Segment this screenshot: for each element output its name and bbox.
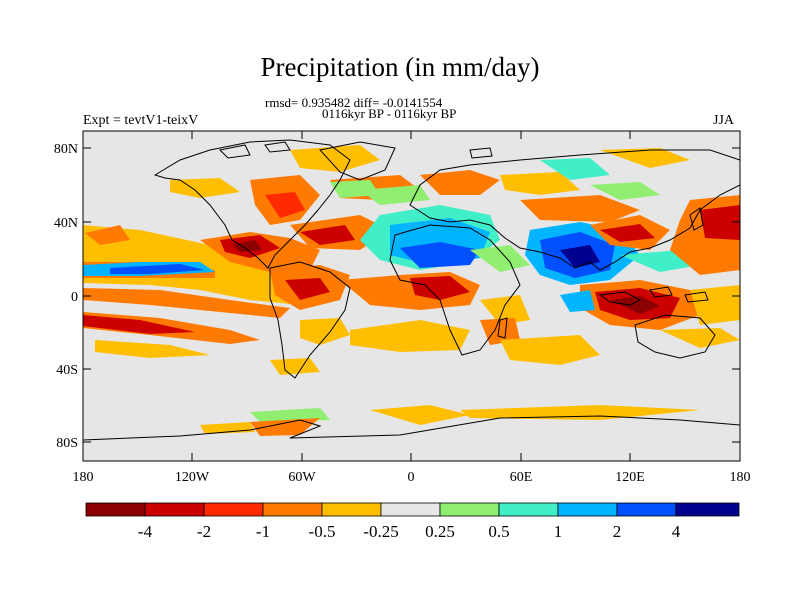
anomaly-region — [660, 328, 740, 348]
anomaly-region — [300, 225, 355, 245]
lon-tick-labels: 180 120W 60W 0 60E 120E 180 — [73, 470, 751, 485]
lat-label: 80N — [54, 142, 78, 157]
anomaly-region — [500, 335, 600, 365]
rmsd-diff-stats: rmsd= 0.935482 diff= -0.0141554 — [265, 95, 443, 110]
colorbar-box — [616, 502, 677, 517]
anomaly-region — [83, 315, 195, 334]
colorbar-label: 4 — [672, 522, 681, 541]
lon-label: 60E — [510, 470, 533, 485]
colorbar-label: -1 — [256, 522, 270, 541]
colorbar-box — [557, 502, 618, 517]
colorbar-box — [675, 502, 740, 517]
anomaly-region — [285, 278, 330, 300]
coastlines — [83, 139, 740, 441]
period-label: 0116kyr BP - 0116kyr BP — [322, 106, 457, 121]
lon-ticks — [191, 131, 631, 461]
coastline-arctic-islands — [218, 141, 493, 159]
lon-label: 180 — [730, 470, 751, 485]
anomaly-region — [410, 276, 470, 300]
anomaly-region — [480, 318, 520, 345]
colorbar-box — [203, 502, 264, 517]
colorbar — [85, 502, 740, 517]
colorbar-box — [85, 502, 146, 517]
colorbar-label: -2 — [197, 522, 211, 541]
anomaly-region — [290, 145, 380, 172]
coastline-australia — [634, 314, 716, 359]
anomaly-region — [232, 240, 262, 252]
lon-label: 0 — [408, 470, 415, 485]
lat-label: 0 — [71, 290, 78, 305]
anomaly-region — [270, 358, 320, 375]
anomaly-region — [540, 158, 610, 180]
colorbar-label: -0.25 — [363, 522, 398, 541]
anomaly-region — [560, 290, 595, 312]
anomaly-region — [170, 178, 240, 198]
anomaly-region — [300, 318, 350, 345]
plot-title: Precipitation (in mm/day) — [260, 52, 540, 82]
anomaly-region — [95, 340, 210, 358]
anomaly-region — [460, 405, 700, 420]
colorbar-box — [262, 502, 323, 517]
anomaly-region — [600, 148, 690, 168]
colorbar-box — [144, 502, 205, 517]
anomaly-region — [400, 242, 480, 268]
lat-label: 80S — [56, 436, 78, 451]
colorbar-label: -4 — [138, 522, 153, 541]
season-label: JJA — [713, 113, 735, 128]
coastline-maritime-continent — [598, 286, 709, 306]
experiment-label: Expt = tevtV1-teixV — [83, 113, 199, 128]
colorbar-label: -0.5 — [309, 522, 336, 541]
anomaly-region — [250, 408, 330, 422]
anomaly-region — [265, 192, 305, 218]
coastline-antarctica — [83, 415, 740, 441]
anomaly-region — [85, 225, 130, 245]
anomaly-region — [110, 264, 205, 274]
anomaly-region — [500, 172, 580, 195]
lat-label: 40S — [56, 363, 78, 378]
anomaly-region — [600, 224, 655, 242]
lat-ticks — [83, 147, 740, 443]
anomaly-region — [690, 285, 740, 325]
colorbar-box — [321, 502, 382, 517]
anomaly-region — [520, 195, 640, 222]
precipitation-anomaly-field — [83, 145, 740, 436]
anomaly-region — [610, 296, 660, 314]
colorbar-label: 2 — [613, 522, 622, 541]
colorbar-box — [380, 502, 441, 517]
coastline-south-america — [269, 261, 351, 379]
coastline-africa — [389, 224, 521, 356]
anomaly-region — [700, 205, 740, 240]
lon-label: 180 — [73, 470, 94, 485]
anomaly-region — [250, 418, 320, 436]
coastline-madagascar — [497, 317, 508, 339]
anomaly-region — [470, 245, 530, 272]
anomaly-region — [370, 405, 470, 425]
anomaly-region — [350, 320, 470, 352]
colorbar-label: 0.5 — [488, 522, 509, 541]
colorbar-box — [498, 502, 559, 517]
lon-label: 120W — [175, 470, 210, 485]
lon-label: 60W — [288, 470, 316, 485]
lon-label: 120E — [615, 470, 645, 485]
coastline-greenland — [319, 141, 396, 181]
anomaly-region — [83, 288, 290, 318]
colorbar-label: 1 — [554, 522, 563, 541]
coastline-north-america — [153, 139, 351, 269]
coastline-eurasia — [409, 149, 740, 271]
anomaly-region — [480, 295, 530, 325]
anomaly-region — [420, 170, 500, 195]
lat-label: 40N — [54, 216, 78, 231]
coastline-japan — [689, 207, 704, 231]
lat-tick-labels: 80N 40N 0 40S 80S — [54, 142, 78, 451]
colorbar-label: 0.25 — [425, 522, 455, 541]
colorbar-box — [439, 502, 500, 517]
colorbar-labels: -4 -2 -1 -0.5 -0.25 0.25 0.5 1 2 4 — [138, 522, 681, 541]
anomaly-region — [590, 182, 660, 200]
